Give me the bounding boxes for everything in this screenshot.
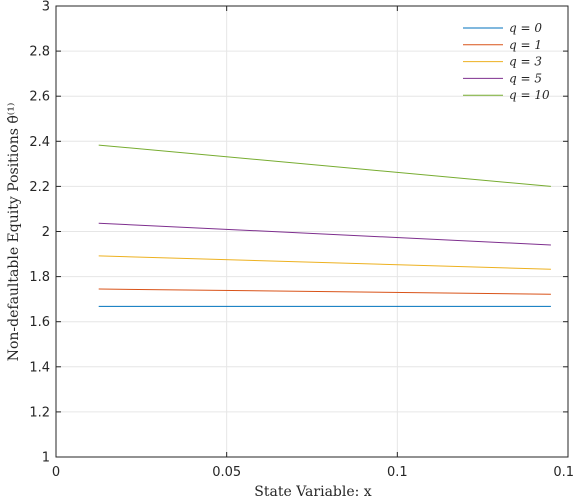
x-tick-label: 0.05 (212, 465, 241, 480)
y-tick-label: 1.2 (29, 405, 50, 420)
y-tick-label: 2.6 (29, 90, 50, 105)
x-tick-label: 0.1 (553, 465, 574, 480)
legend-entry: q = 3 (509, 55, 542, 69)
series-line (98, 288, 551, 295)
x-tick-label: 0.1 (387, 465, 408, 480)
legend-entry: q = 10 (509, 88, 550, 102)
x-axis-ticks: 0 0.05 0.1 0.1 (52, 6, 574, 480)
y-tick-label: 3 (42, 0, 50, 15)
legend-entry: q = 0 (509, 21, 542, 35)
y-tick-label: 1 (42, 451, 50, 466)
legend-entry: q = 5 (509, 71, 542, 85)
series-line (98, 222, 551, 246)
x-axis-label: State Variable: x (254, 484, 372, 500)
grid (55, 5, 569, 458)
y-tick-label: 2.4 (29, 135, 50, 150)
y-tick-label: 1.6 (29, 315, 50, 330)
legend-entry: q = 1 (509, 38, 542, 52)
y-tick-label: 2.2 (29, 180, 50, 195)
series-line (98, 144, 551, 187)
legend: q = 0 q = 1 q = 3 q = 5 q = 10 (463, 21, 550, 102)
y-tick-label: 2 (42, 225, 50, 240)
y-axis-label: Non-defaultable Equity Positions θ̂⁽¹⁾ (6, 103, 22, 362)
series-lines (98, 144, 551, 307)
y-tick-label: 2.8 (29, 45, 50, 60)
y-axis-ticks: 1 1.2 1.4 1.6 1.8 2 2.2 2.4 2.6 2.8 3 (29, 0, 568, 466)
y-tick-label: 1.8 (29, 270, 50, 285)
series-line (98, 255, 551, 270)
y-tick-label: 1.4 (29, 360, 50, 375)
x-tick-label: 0 (52, 465, 60, 480)
